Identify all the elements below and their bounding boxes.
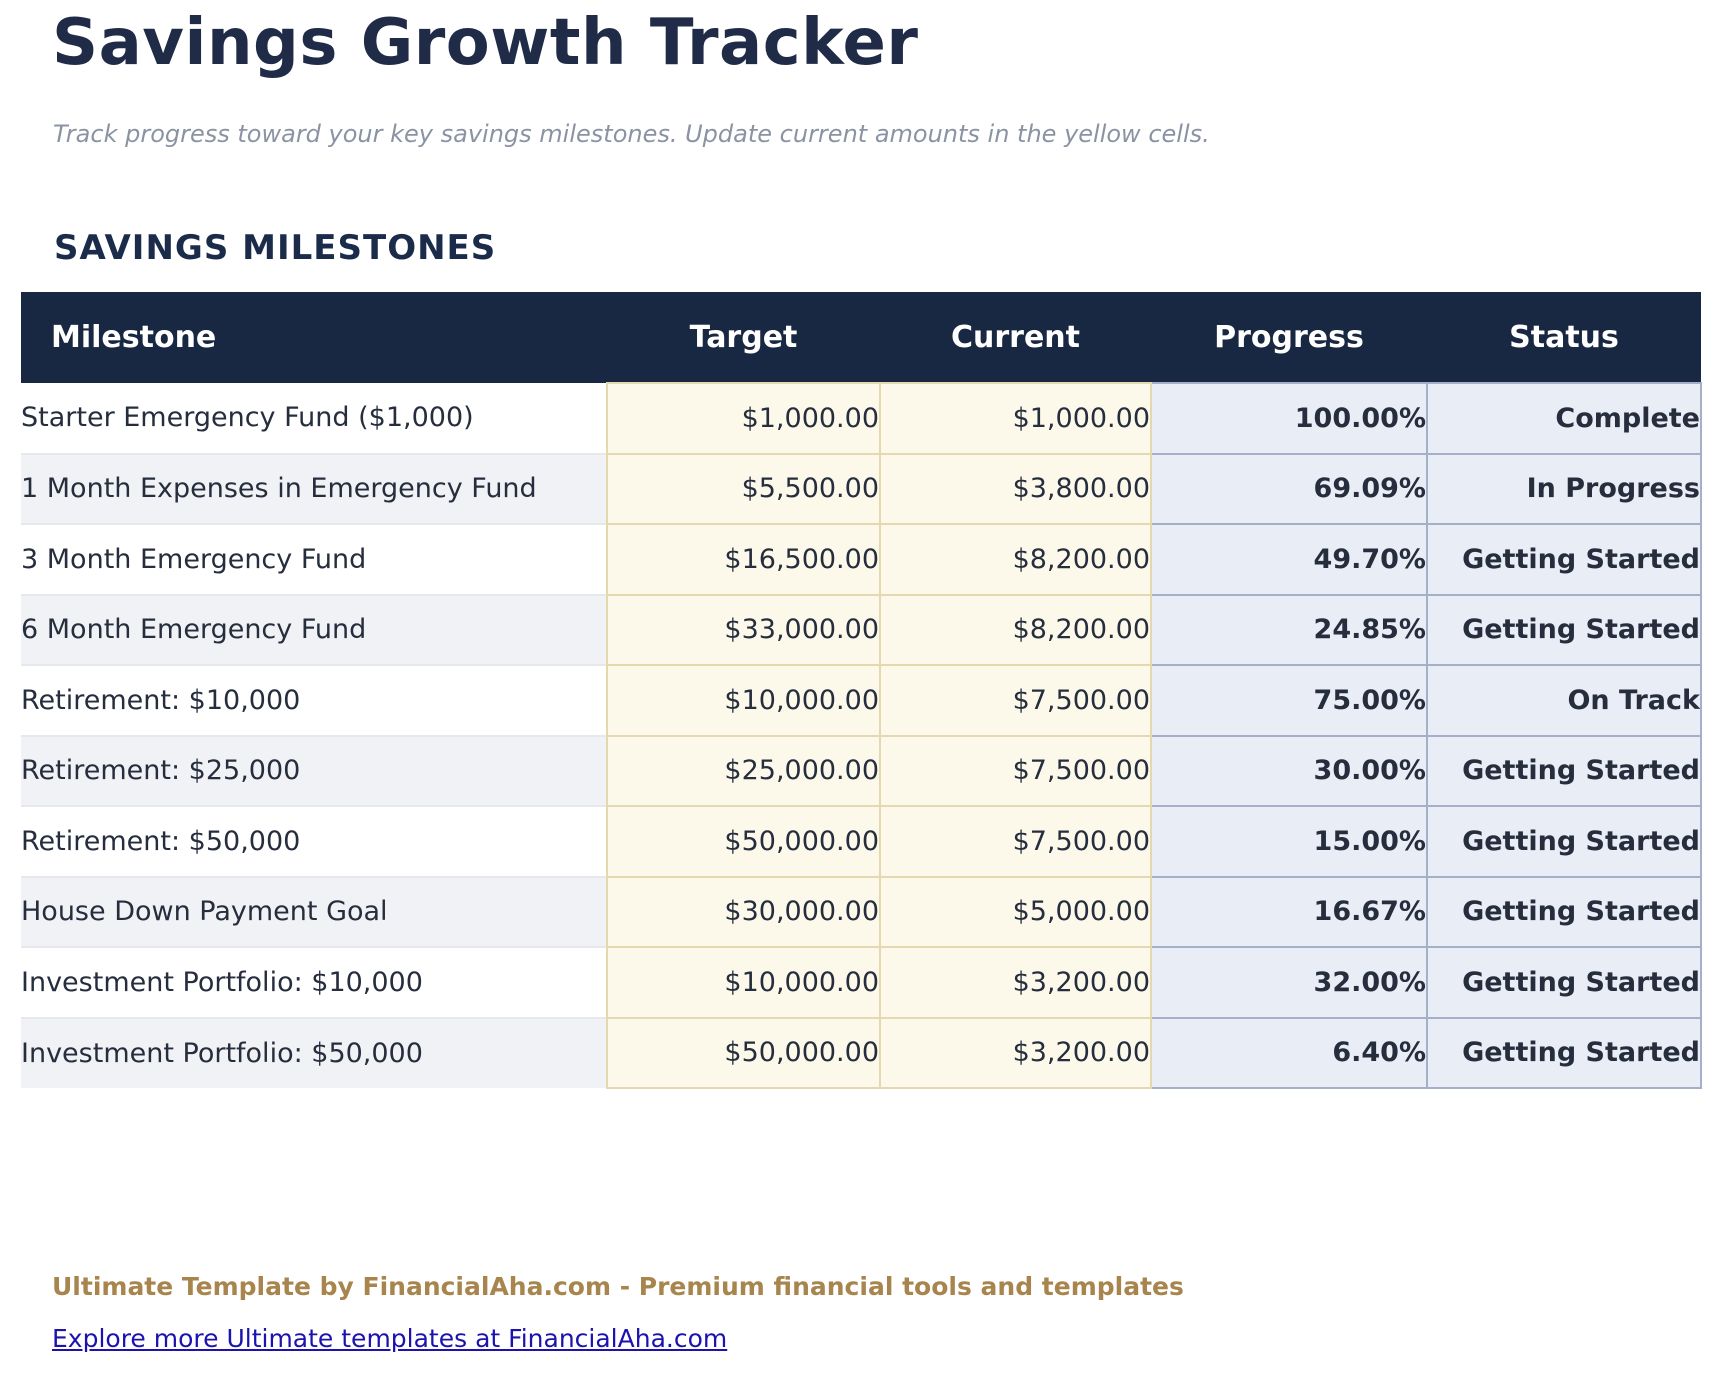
current-cell[interactable]: $7,500.00	[879, 664, 1152, 737]
table-row: Investment Portfolio: $10,000 $10,000.00 $…	[21, 946, 1702, 1019]
status-cell: Getting Started	[1426, 1016, 1702, 1089]
progress-cell: 32.00%	[1150, 946, 1428, 1019]
milestone-cell: Retirement: $25,000	[21, 734, 607, 806]
target-cell[interactable]: $50,000.00	[606, 1016, 881, 1089]
target-cell[interactable]: $16,500.00	[606, 523, 881, 596]
milestone-cell: House Down Payment Goal	[21, 875, 607, 947]
milestones-body: Starter Emergency Fund ($1,000) $1,000.00…	[21, 382, 1702, 1089]
milestone-cell: Retirement: $10,000	[21, 664, 607, 736]
status-cell: In Progress	[1426, 452, 1702, 525]
milestone-cell: Investment Portfolio: $10,000	[21, 946, 607, 1018]
column-header-progress: Progress	[1151, 292, 1427, 383]
status-cell: Getting Started	[1426, 734, 1702, 807]
column-header-target: Target	[607, 292, 880, 383]
progress-cell: 15.00%	[1150, 805, 1428, 878]
table-row: Starter Emergency Fund ($1,000) $1,000.00…	[21, 382, 1702, 455]
current-cell[interactable]: $8,200.00	[879, 523, 1152, 596]
progress-cell: 16.67%	[1150, 875, 1428, 948]
status-cell: On Track	[1426, 664, 1702, 737]
progress-cell: 100.00%	[1150, 382, 1428, 455]
current-cell[interactable]: $1,000.00	[879, 382, 1152, 455]
milestone-cell: 3 Month Emergency Fund	[21, 523, 607, 595]
section-heading: SAVINGS MILESTONES	[54, 228, 497, 268]
table-row: House Down Payment Goal $30,000.00 $5,000.…	[21, 875, 1702, 948]
target-cell[interactable]: $50,000.00	[606, 805, 881, 878]
column-header-current: Current	[880, 292, 1151, 383]
table-row: 6 Month Emergency Fund $33,000.00 $8,200.0…	[21, 593, 1702, 666]
target-cell[interactable]: $25,000.00	[606, 734, 881, 807]
status-cell: Complete	[1426, 382, 1702, 455]
table-row: Investment Portfolio: $50,000 $50,000.00 $…	[21, 1016, 1702, 1089]
current-cell[interactable]: $7,500.00	[879, 734, 1152, 807]
target-cell[interactable]: $5,500.00	[606, 452, 881, 525]
milestone-cell: Starter Emergency Fund ($1,000)	[21, 383, 607, 454]
table-row: Retirement: $25,000 $25,000.00 $7,500.00 30…	[21, 734, 1702, 807]
status-cell: Getting Started	[1426, 523, 1702, 596]
table-header-row: Milestone Target Current Progress Status	[21, 292, 1701, 383]
table-row: Retirement: $10,000 $10,000.00 $7,500.00 75…	[21, 664, 1702, 737]
progress-cell: 6.40%	[1150, 1016, 1428, 1089]
column-header-status: Status	[1427, 292, 1701, 383]
current-cell[interactable]: $8,200.00	[879, 593, 1152, 666]
explore-templates-link[interactable]: Explore more Ultimate templates at Finan…	[52, 1324, 728, 1353]
milestones-table: Milestone Target Current Progress Status…	[21, 292, 1702, 1089]
current-cell[interactable]: $7,500.00	[879, 805, 1152, 878]
progress-cell: 49.70%	[1150, 523, 1428, 596]
target-cell[interactable]: $33,000.00	[606, 593, 881, 666]
status-cell: Getting Started	[1426, 593, 1702, 666]
column-header-milestone: Milestone	[21, 292, 607, 383]
table-row: Retirement: $50,000 $50,000.00 $7,500.00 15…	[21, 805, 1702, 878]
current-cell[interactable]: $3,200.00	[879, 1016, 1152, 1089]
page-title: Savings Growth Tracker	[52, 6, 919, 80]
page-subtitle: Track progress toward your key savings m…	[53, 120, 1210, 148]
progress-cell: 69.09%	[1150, 452, 1428, 525]
status-cell: Getting Started	[1426, 875, 1702, 948]
milestone-cell: 6 Month Emergency Fund	[21, 593, 607, 665]
table-row: 3 Month Emergency Fund $16,500.00 $8,200.0…	[21, 523, 1702, 596]
target-cell[interactable]: $1,000.00	[606, 382, 881, 455]
milestone-cell: Investment Portfolio: $50,000	[21, 1016, 607, 1088]
status-cell: Getting Started	[1426, 805, 1702, 878]
milestone-cell: Retirement: $50,000	[21, 805, 607, 877]
table-row: 1 Month Expenses in Emergency Fund $5,500…	[21, 452, 1702, 525]
target-cell[interactable]: $10,000.00	[606, 664, 881, 737]
current-cell[interactable]: $3,200.00	[879, 946, 1152, 1019]
milestone-cell: 1 Month Expenses in Emergency Fund	[21, 452, 607, 524]
progress-cell: 24.85%	[1150, 593, 1428, 666]
target-cell[interactable]: $30,000.00	[606, 875, 881, 948]
current-cell[interactable]: $5,000.00	[879, 875, 1152, 948]
footer-credit: Ultimate Template by FinancialAha.com - …	[52, 1272, 1184, 1301]
progress-cell: 30.00%	[1150, 734, 1428, 807]
progress-cell: 75.00%	[1150, 664, 1428, 737]
current-cell[interactable]: $3,800.00	[879, 452, 1152, 525]
target-cell[interactable]: $10,000.00	[606, 946, 881, 1019]
status-cell: Getting Started	[1426, 946, 1702, 1019]
